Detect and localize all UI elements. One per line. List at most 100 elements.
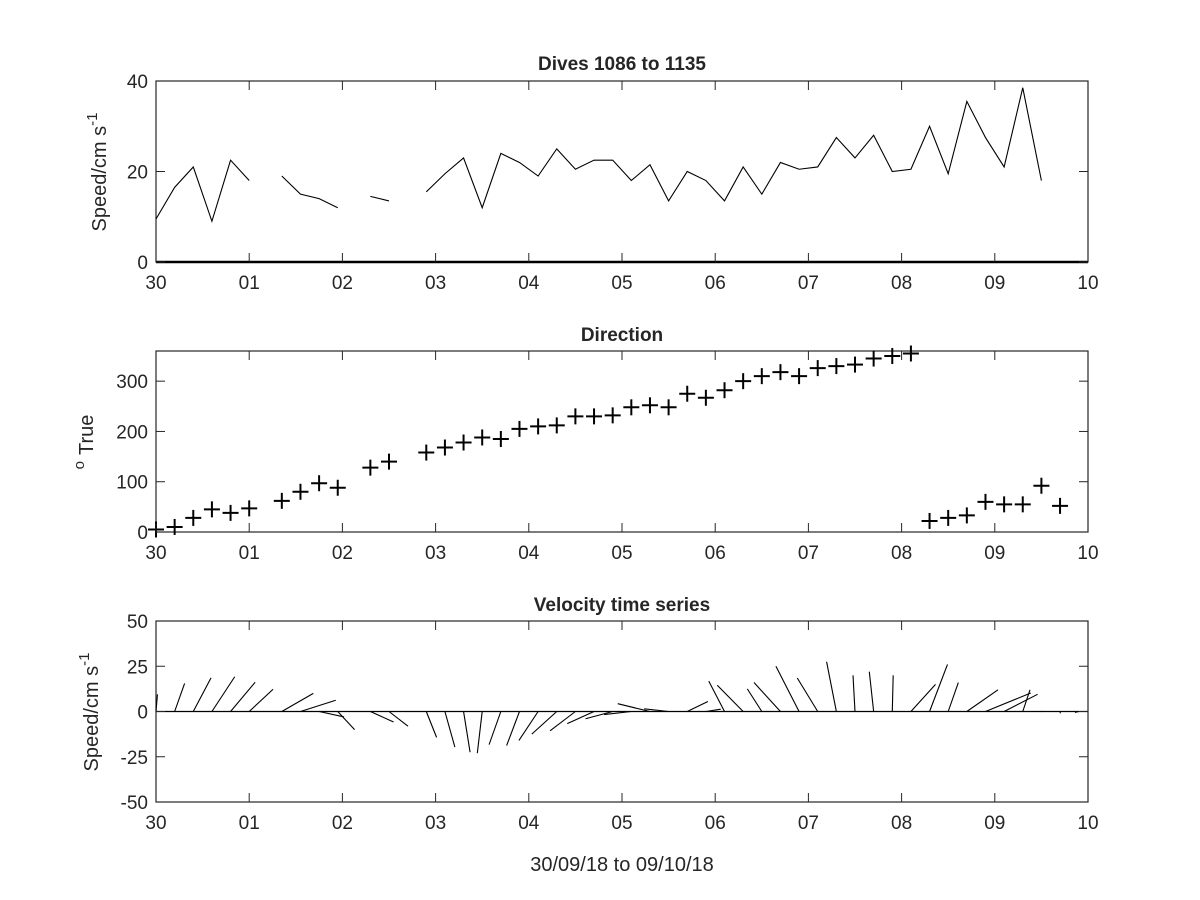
x-tick-label: 02: [332, 273, 353, 294]
velocity-stick: [1074, 710, 1079, 713]
x-tick-label: 09: [984, 273, 1005, 294]
velocity-stick: [518, 711, 539, 741]
velocity-stick: [476, 711, 483, 754]
velocity-stick: [687, 701, 709, 712]
velocity-stick: [708, 680, 726, 712]
velocity-stick: [337, 711, 355, 730]
y-tick-label: 300: [116, 372, 148, 393]
y-tick-label: 25: [127, 657, 148, 678]
velocity-stick: [746, 688, 763, 712]
y-tick-label: 50: [127, 612, 148, 633]
velocity-stick: [230, 681, 256, 712]
velocity-ylabel: Speed/cm s-1: [76, 653, 103, 772]
velocity-stick: [425, 711, 438, 738]
speed-yticks: 0 20 40: [127, 72, 1088, 274]
speed-ylabel-superscript: -1: [84, 113, 101, 126]
x-tick-label: 08: [891, 273, 912, 294]
velocity-chart-title: Velocity time series: [534, 595, 710, 616]
direction-point: [241, 500, 258, 517]
velocity-stick: [211, 676, 236, 712]
direction-axes-box: [155, 350, 1089, 533]
direction-point: [418, 444, 435, 461]
velocity-ylabel-text: Speed/cm s: [81, 666, 103, 772]
x-tick-label: 08: [891, 813, 912, 834]
direction-point: [641, 397, 658, 414]
direction-point: [735, 373, 752, 390]
speed-series-line: [281, 175, 338, 209]
x-tick-label: 02: [332, 813, 353, 834]
direction-point: [185, 509, 202, 526]
direction-point: [203, 501, 220, 518]
x-tick-label: 04: [518, 273, 540, 294]
direction-point: [530, 418, 547, 435]
velocity-stick: [705, 708, 721, 713]
direction-point: [921, 512, 938, 529]
velocity-stick: [318, 710, 345, 718]
x-tick-label: 07: [798, 543, 819, 564]
direction-point: [166, 518, 183, 535]
x-tick-label: 05: [611, 813, 632, 834]
velocity-stick: [910, 683, 936, 712]
velocity-stick: [775, 665, 800, 712]
speed-ylabel: Speed/cm s-1: [84, 113, 111, 232]
speed-chart-title: Dives 1086 to 1135: [538, 54, 706, 75]
velocity-stick-marks: [155, 661, 1088, 754]
direction-point: [436, 439, 453, 456]
x-tick-label: 07: [798, 273, 819, 294]
x-tick-label: 08: [891, 543, 912, 564]
x-tick-label: 01: [239, 813, 260, 834]
direction-point: [958, 507, 975, 524]
direction-point: [865, 350, 882, 367]
x-tick-label: 04: [518, 543, 540, 564]
velocity-yticks: 50 25 0 -25 -50: [121, 612, 1088, 814]
x-tick-label: 30: [145, 273, 166, 294]
velocity-stick: [248, 688, 274, 712]
direction-point: [902, 345, 919, 362]
direction-point: [222, 504, 239, 521]
velocity-stick: [644, 708, 669, 713]
x-tick-label: 07: [798, 813, 819, 834]
velocity-stick: [463, 711, 471, 753]
direction-point: [660, 399, 677, 416]
panel-direction: 30 01 02 03 04 05 06 07 08 09 10 0 100 200 300 Direct…: [71, 325, 1099, 564]
y-tick-label: 0: [137, 253, 148, 274]
velocity-stick: [444, 711, 456, 748]
direction-point: [753, 368, 770, 385]
direction-point: [623, 399, 640, 416]
velocity-xticks: 30 01 02 03 04 05 06 07 08 09 10: [145, 621, 1099, 834]
panel-speed: 30 01 02 03 04 05 06 07 08 09 10 0 20 40 Dives 1086 …: [84, 54, 1099, 294]
velocity-stick: [753, 682, 781, 712]
direction-yticks: 0 100 200 300: [116, 372, 1088, 544]
x-tick-label: 10: [1077, 273, 1098, 294]
x-tick-label: 03: [425, 543, 446, 564]
y-tick-label: -50: [121, 793, 148, 814]
speed-axes-box: [155, 80, 1089, 263]
y-tick-label: 20: [127, 163, 148, 184]
velocity-stick: [549, 711, 576, 732]
y-tick-label: -25: [121, 748, 148, 769]
x-tick-label: 30: [145, 813, 166, 834]
velocity-stick: [388, 711, 409, 727]
direction-point: [791, 368, 808, 385]
speed-series-line: [155, 159, 250, 224]
direction-point: [940, 509, 957, 526]
speed-series-line: [425, 87, 1042, 210]
speed-xticks: 30 01 02 03 04 05 06 07 08 09 10: [145, 81, 1099, 294]
x-tick-label: 30: [145, 543, 166, 564]
direction-point: [311, 475, 328, 492]
velocity-stick: [604, 710, 632, 716]
x-tick-label: 06: [705, 543, 726, 564]
velocity-xlabel: 30/09/18 to 09/10/18: [530, 854, 714, 876]
velocity-stick: [716, 684, 744, 712]
y-tick-label: 200: [116, 422, 148, 443]
direction-xticks: 30 01 02 03 04 05 06 07 08 09 10: [145, 351, 1099, 564]
direction-chart-title: Direction: [581, 325, 663, 346]
velocity-stick: [947, 682, 959, 712]
velocity-stick: [281, 692, 314, 712]
x-tick-label: 02: [332, 543, 353, 564]
x-tick-label: 10: [1077, 813, 1098, 834]
direction-point: [884, 348, 901, 365]
velocity-stick: [852, 675, 856, 712]
x-tick-label: 01: [239, 543, 260, 564]
